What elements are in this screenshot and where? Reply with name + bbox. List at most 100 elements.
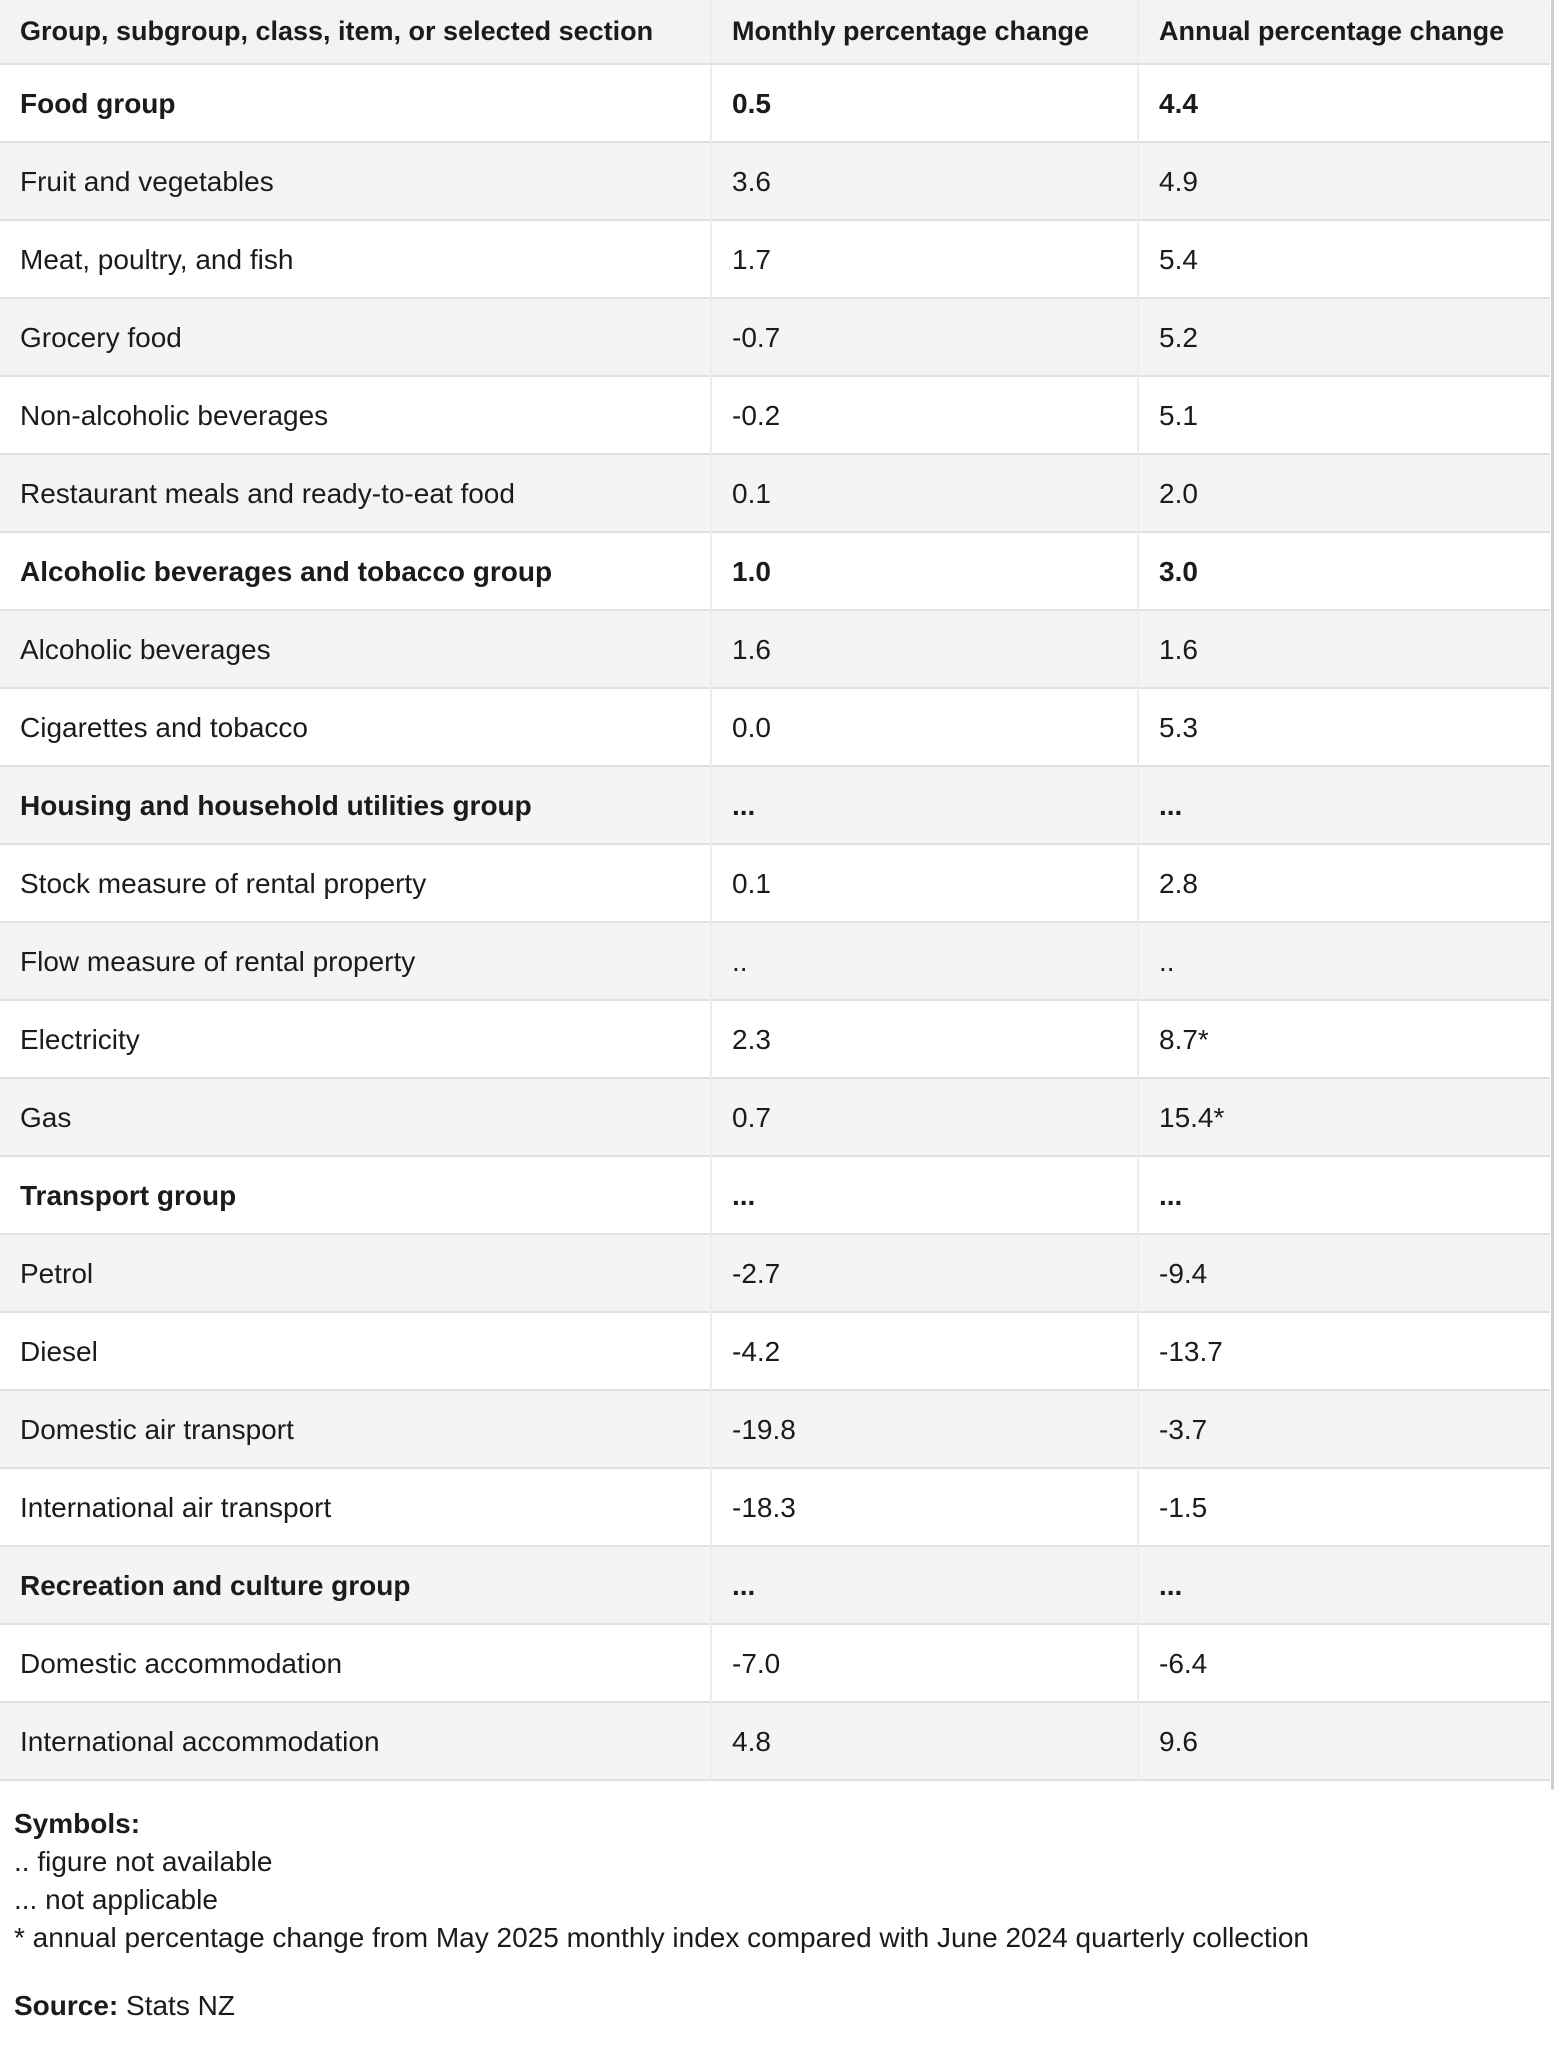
row-label-cell: Gas: [0, 1077, 711, 1156]
row-label-cell: Housing and household utilities group: [0, 765, 711, 844]
row-label-cell: Fruit and vegetables: [0, 141, 711, 220]
monthly-value-cell: -4.2: [710, 1311, 1138, 1390]
item-row: Domestic air transport -19.8 -3.7: [0, 1389, 1550, 1468]
monthly-value-cell: ...: [710, 1545, 1138, 1624]
annual-value-cell: 5.2: [1137, 297, 1550, 376]
row-label-cell: Recreation and culture group: [0, 1545, 711, 1624]
row-label-cell: Domestic accommodation: [0, 1623, 711, 1702]
item-row: Cigarettes and tobacco 0.0 5.3: [0, 687, 1550, 766]
table-body: Food group 0.5 4.4 Fruit and vegetables 3.6 4…: [0, 64, 1550, 1781]
item-row: Stock measure of rental property 0.1 2.8: [0, 843, 1550, 922]
item-row: Fruit and vegetables 3.6 4.9: [0, 141, 1550, 220]
annual-value-cell: 8.7*: [1137, 999, 1550, 1078]
row-label-cell: Stock measure of rental property: [0, 843, 711, 922]
row-label-cell: Meat, poultry, and fish: [0, 219, 711, 298]
item-row: Restaurant meals and ready-to-eat food 0.…: [0, 453, 1550, 532]
annual-value-cell: 15.4*: [1137, 1077, 1550, 1156]
monthly-value-cell: -19.8: [710, 1389, 1138, 1468]
source-label: Source:: [14, 1990, 119, 2021]
annual-value-cell: 3.0: [1137, 531, 1550, 610]
cpi-table: Group, subgroup, class, item, or selecte…: [0, 0, 1550, 1781]
table-header-row: Group, subgroup, class, item, or selecte…: [0, 0, 1550, 65]
monthly-value-cell: 1.6: [710, 609, 1138, 688]
item-row: International air transport -18.3 -1.5: [0, 1467, 1550, 1546]
item-row: Diesel -4.2 -13.7: [0, 1311, 1550, 1390]
annual-value-cell: -9.4: [1137, 1233, 1550, 1312]
monthly-value-cell: 0.0: [710, 687, 1138, 766]
annual-value-cell: -6.4: [1137, 1623, 1550, 1702]
vertical-scrollbar-track[interactable]: [1551, 0, 1554, 1790]
source-line: Source: Stats NZ: [14, 1987, 1557, 2025]
symbol-note-figure-not-available: .. figure not available: [14, 1846, 273, 1877]
row-label-cell: Transport group: [0, 1155, 711, 1234]
symbol-note-asterisk: * annual percentage change from May 2025…: [14, 1922, 1309, 1953]
row-label-cell: Alcoholic beverages: [0, 609, 711, 688]
monthly-value-cell: 2.3: [710, 999, 1138, 1078]
monthly-value-cell: ..: [710, 921, 1138, 1000]
monthly-value-cell: 0.7: [710, 1077, 1138, 1156]
annual-value-cell: ...: [1137, 1545, 1550, 1624]
annual-value-cell: ..: [1137, 921, 1550, 1000]
item-row: Petrol -2.7 -9.4: [0, 1233, 1550, 1312]
item-row: Electricity 2.3 8.7*: [0, 999, 1550, 1078]
group-row: Housing and household utilities group...…: [0, 765, 1550, 844]
annual-value-cell: 4.4: [1137, 64, 1550, 142]
item-row: Grocery food -0.7 5.2: [0, 297, 1550, 376]
row-label-cell: Alcoholic beverages and tobacco group: [0, 531, 711, 610]
item-row: Gas 0.7 15.4*: [0, 1077, 1550, 1156]
monthly-value-cell: -0.2: [710, 375, 1138, 454]
row-label-cell: Domestic air transport: [0, 1389, 711, 1468]
annual-value-cell: ...: [1137, 765, 1550, 844]
group-row: Recreation and culture group......: [0, 1545, 1550, 1624]
row-label-cell: Flow measure of rental property: [0, 921, 711, 1000]
row-label-cell: Non-alcoholic beverages: [0, 375, 711, 454]
monthly-value-cell: ...: [710, 1155, 1138, 1234]
annual-value-cell: -13.7: [1137, 1311, 1550, 1390]
annual-value-cell: 4.9: [1137, 141, 1550, 220]
monthly-value-cell: 1.0: [710, 531, 1138, 610]
row-label-cell: International air transport: [0, 1467, 711, 1546]
group-row: Food group 0.5 4.4: [0, 64, 1550, 142]
annual-value-cell: ...: [1137, 1155, 1550, 1234]
row-label-cell: Grocery food: [0, 297, 711, 376]
annual-value-cell: 5.4: [1137, 219, 1550, 298]
column-header-monthly-change: Monthly percentage change: [710, 0, 1138, 65]
annual-value-cell: 9.6: [1137, 1701, 1550, 1781]
monthly-value-cell: 0.1: [710, 453, 1138, 532]
column-header-annual-change: Annual percentage change: [1137, 0, 1550, 65]
annual-value-cell: 5.3: [1137, 687, 1550, 766]
row-label-cell: International accommodation: [0, 1701, 711, 1781]
annual-value-cell: -3.7: [1137, 1389, 1550, 1468]
item-row: Non-alcoholic beverages -0.2 5.1: [0, 375, 1550, 454]
row-label-cell: Food group: [0, 64, 711, 142]
annual-value-cell: 2.8: [1137, 843, 1550, 922]
group-row: Transport group......: [0, 1155, 1550, 1234]
monthly-value-cell: 1.7: [710, 219, 1138, 298]
monthly-value-cell: ...: [710, 765, 1138, 844]
monthly-value-cell: -2.7: [710, 1233, 1138, 1312]
row-label-cell: Petrol: [0, 1233, 711, 1312]
monthly-value-cell: 4.8: [710, 1701, 1138, 1781]
item-row: Domestic accommodation -7.0 -6.4: [0, 1623, 1550, 1702]
monthly-value-cell: -7.0: [710, 1623, 1138, 1702]
symbol-note-not-applicable: ... not applicable: [14, 1884, 218, 1915]
group-row: Alcoholic beverages and tobacco group 1.0…: [0, 531, 1550, 610]
monthly-value-cell: -0.7: [710, 297, 1138, 376]
monthly-value-cell: 3.6: [710, 141, 1138, 220]
monthly-value-cell: 0.5: [710, 64, 1138, 142]
item-row: Flow measure of rental property....: [0, 921, 1550, 1000]
source-value: Stats NZ: [118, 1990, 235, 2021]
annual-value-cell: 2.0: [1137, 453, 1550, 532]
annual-value-cell: -1.5: [1137, 1467, 1550, 1546]
row-label-cell: Diesel: [0, 1311, 711, 1390]
monthly-value-cell: -18.3: [710, 1467, 1138, 1546]
monthly-value-cell: 0.1: [710, 843, 1138, 922]
annual-value-cell: 5.1: [1137, 375, 1550, 454]
item-row: International accommodation 4.8 9.6: [0, 1701, 1550, 1781]
footnotes: Symbols: .. figure not available ... not…: [0, 1805, 1557, 2025]
annual-value-cell: 1.6: [1137, 609, 1550, 688]
symbols-heading: Symbols:: [14, 1808, 141, 1839]
row-label-cell: Cigarettes and tobacco: [0, 687, 711, 766]
item-row: Meat, poultry, and fish 1.7 5.4: [0, 219, 1550, 298]
